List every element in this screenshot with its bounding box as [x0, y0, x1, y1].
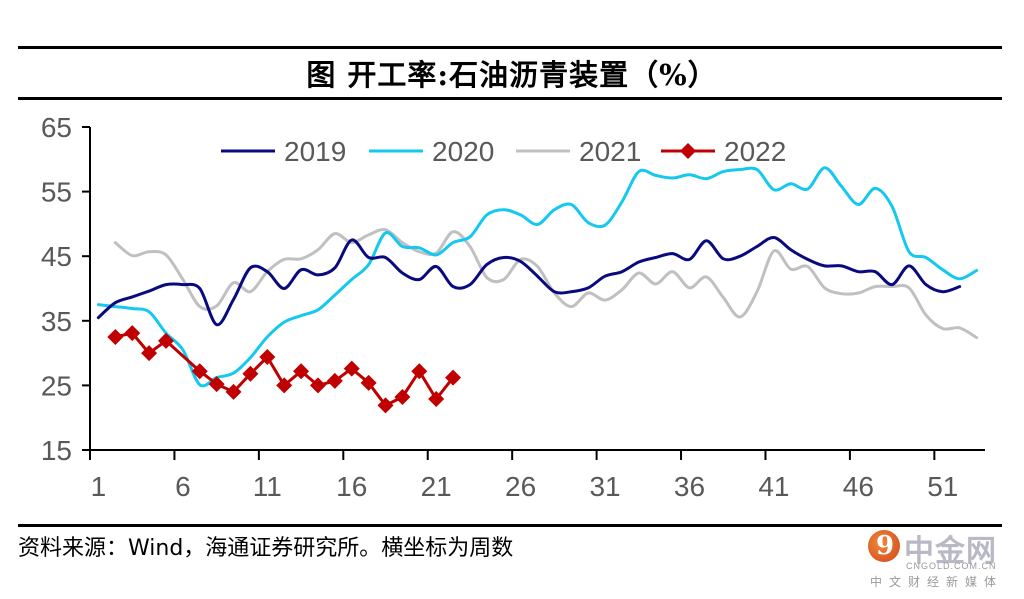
data-point-2022-week-5 [157, 332, 174, 349]
data-point-2022-week-8 [208, 376, 225, 393]
x-tick-label: 51 [927, 471, 958, 502]
x-tick-label: 11 [253, 471, 282, 502]
source-note: 资料来源：Wind，海通证券研究所。横坐标为周数 [18, 536, 514, 561]
y-tick-label: 25 [41, 370, 72, 401]
legend-item-2022: 2022 [661, 136, 786, 167]
data-point-2022-week-7 [191, 363, 208, 380]
x-tick-label: 1 [91, 471, 107, 502]
x-tick-label: 36 [674, 471, 705, 502]
legend-item-2020: 2020 [369, 136, 494, 167]
data-point-2022-week-2 [107, 328, 124, 345]
x-tick-label: 21 [421, 471, 452, 502]
watermark-slogan: 中文财经新媒体 [870, 575, 1004, 589]
title-rule [18, 97, 1002, 100]
series-line-2019 [96, 235, 962, 327]
data-point-2022-week-11 [259, 348, 276, 365]
data-point-2022-week-19 [394, 389, 411, 406]
legend-label-2021: 2021 [579, 136, 641, 167]
data-point-2022-week-20 [411, 363, 428, 380]
y-tick-label: 65 [41, 112, 72, 143]
x-tick-label: 16 [336, 471, 367, 502]
data-point-2022-week-12 [276, 377, 293, 394]
logo-circle-icon: 9 [868, 530, 900, 562]
series-2020 [96, 166, 979, 388]
y-tick-label: 55 [41, 177, 72, 208]
data-point-2022-week-4 [141, 345, 158, 362]
series-2021 [113, 228, 979, 340]
data-point-2022-week-18 [377, 397, 394, 414]
series-line-2021 [113, 228, 979, 340]
watermark-logo: 9 中金网 CNGOLD.COM.CN 中文财经新媒体 [868, 528, 1018, 596]
series-line-2020 [96, 166, 979, 388]
series-layer [96, 166, 979, 414]
data-point-2022-week-10 [242, 365, 259, 382]
legend-diamond-icon [680, 143, 696, 159]
legend-label-2022: 2022 [724, 136, 786, 167]
data-point-2022-week-15 [326, 372, 343, 389]
legend-label-2019: 2019 [284, 136, 346, 167]
top-rule [18, 46, 1002, 49]
x-tick-label: 6 [175, 471, 191, 502]
data-point-2022-week-9 [225, 383, 242, 400]
y-tick-label: 45 [41, 241, 72, 272]
data-point-2022-week-16 [343, 360, 360, 377]
x-tick-label: 26 [505, 471, 536, 502]
series-2022 [107, 325, 462, 414]
x-tick-label: 41 [758, 471, 789, 502]
chart-title: 图 开工率:石油沥青装置（%） [306, 58, 718, 92]
data-point-2022-week-3 [124, 325, 141, 342]
data-point-2022-week-14 [309, 377, 326, 394]
legend-item-2021: 2021 [516, 136, 641, 167]
data-point-2022-week-17 [360, 374, 377, 391]
watermark-domain: CNGOLD.COM.CN [906, 561, 997, 571]
legend-item-2019: 2019 [221, 136, 346, 167]
data-point-2022-week-22 [445, 369, 462, 386]
x-tick-label: 46 [843, 471, 874, 502]
legend: 2019 2020 2021 2022 [221, 136, 786, 167]
legend-label-2020: 2020 [432, 136, 494, 167]
data-point-2022-week-13 [293, 363, 310, 380]
y-tick-label: 35 [41, 306, 72, 337]
y-tick-label: 15 [41, 435, 72, 466]
data-point-2022-week-21 [428, 390, 445, 407]
watermark-name: 中金网 [904, 534, 997, 569]
footer-rule [18, 524, 1002, 527]
series-2019 [96, 235, 962, 327]
x-tick-label: 31 [589, 471, 620, 502]
